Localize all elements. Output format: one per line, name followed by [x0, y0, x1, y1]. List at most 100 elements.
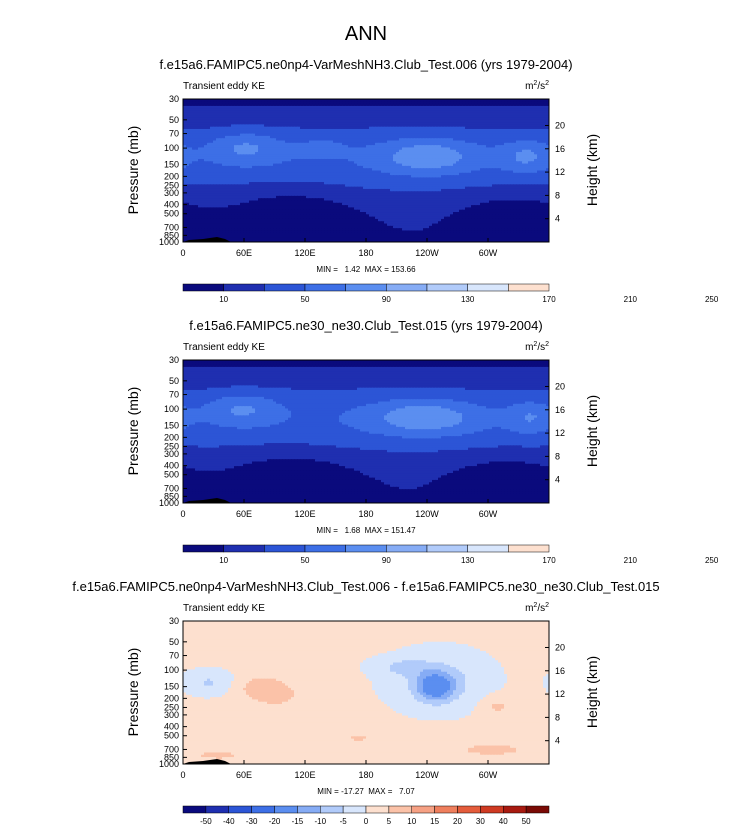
- contour-cell: [303, 105, 307, 109]
- contour-cell: [231, 135, 235, 139]
- contour-cell: [480, 133, 484, 137]
- contour-cell: [471, 152, 475, 155]
- contour-cell: [411, 112, 415, 116]
- contour-cell: [480, 108, 484, 112]
- contour-cell: [387, 165, 391, 169]
- contour-cell: [219, 158, 223, 162]
- contour-cell: [216, 119, 220, 123]
- contour-cell: [522, 154, 526, 158]
- contour-cell: [399, 110, 403, 114]
- contour-cell: [390, 172, 394, 176]
- contour-cell: [288, 119, 292, 123]
- contour-cell: [501, 138, 505, 142]
- contour-cell: [522, 145, 526, 149]
- contour-cell: [342, 133, 346, 137]
- contour-cell: [459, 163, 463, 167]
- contour-cell: [228, 128, 232, 132]
- contour-cell: [495, 103, 499, 107]
- contour-cell: [528, 152, 532, 155]
- contour-cell: [531, 168, 535, 172]
- contour-cell: [258, 154, 262, 158]
- contour-cell: [372, 184, 376, 188]
- contour-cell: [432, 186, 436, 190]
- contour-cell: [342, 182, 346, 185]
- contour-cell: [342, 115, 346, 119]
- contour-cell: [288, 112, 292, 116]
- contour-cell: [249, 112, 253, 116]
- contour-cell: [333, 110, 337, 114]
- contour-cell: [252, 147, 256, 151]
- contour-cell: [402, 119, 406, 123]
- contour-cell: [225, 152, 229, 155]
- contour-cell: [528, 147, 532, 151]
- contour-cell: [501, 152, 505, 155]
- contour-cell: [534, 128, 538, 132]
- contour-cell: [267, 161, 271, 165]
- contour-cell: [387, 135, 391, 139]
- contour-cell: [408, 105, 412, 109]
- contour-cell: [237, 145, 241, 149]
- contour-cell: [402, 184, 406, 188]
- contour-cell: [348, 168, 352, 172]
- contour-cell: [279, 182, 283, 185]
- contour-cell: [498, 140, 502, 144]
- contour-cell: [324, 149, 328, 153]
- contour-cell: [387, 105, 391, 109]
- contour-cell: [351, 117, 355, 121]
- contour-cell: [198, 110, 202, 114]
- contour-cell: [456, 135, 460, 139]
- contour-cell: [459, 182, 463, 185]
- contour-cell: [255, 179, 259, 183]
- contour-cell: [387, 152, 391, 155]
- contour-cell: [309, 124, 313, 128]
- contour-cell: [255, 182, 259, 185]
- contour-cell: [234, 126, 238, 130]
- contour-cell: [531, 177, 535, 181]
- contour-cell: [333, 163, 337, 167]
- contour-cell: [468, 112, 472, 116]
- contour-cell: [186, 117, 190, 121]
- contour-cell: [459, 101, 463, 105]
- contour-cell: [453, 103, 457, 107]
- contour-cell: [291, 170, 295, 174]
- contour-cell: [273, 161, 277, 165]
- contour-cell: [513, 172, 517, 176]
- contour-cell: [312, 161, 316, 165]
- contour-cell: [492, 124, 496, 128]
- contour-cell: [213, 149, 217, 153]
- contour-cell: [357, 115, 361, 119]
- contour-cell: [426, 154, 430, 158]
- contour-cell: [432, 99, 436, 102]
- contour-cell: [210, 142, 214, 146]
- contour-cell: [207, 108, 211, 112]
- contour-cell: [405, 128, 409, 132]
- contour-cell: [228, 161, 232, 165]
- contour-cell: [462, 119, 466, 123]
- contour-cell: [213, 154, 217, 158]
- contour-cell: [279, 128, 283, 132]
- contour-cell: [444, 133, 448, 137]
- contour-cell: [519, 184, 523, 188]
- contour-cell: [336, 165, 340, 169]
- contour-cell: [462, 182, 466, 185]
- contour-cell: [513, 135, 517, 139]
- contour-cell: [285, 133, 289, 137]
- contour-cell: [450, 179, 454, 183]
- contour-cell: [384, 165, 388, 169]
- contour-cell: [375, 147, 379, 151]
- contour-cell: [234, 103, 238, 107]
- contour-cell: [363, 179, 367, 183]
- contour-cell: [519, 133, 523, 137]
- contour-cell: [498, 115, 502, 119]
- contour-cell: [267, 133, 271, 137]
- contour-cell: [339, 119, 343, 123]
- contour-cell: [444, 138, 448, 142]
- contour-cell: [279, 108, 283, 112]
- contour-cell: [237, 105, 241, 109]
- contour-cell: [216, 112, 220, 116]
- contour-cell: [546, 99, 549, 102]
- contour-cell: [399, 135, 403, 139]
- contour-cell: [297, 105, 301, 109]
- contour-cell: [423, 128, 427, 132]
- contour-cell: [195, 101, 199, 105]
